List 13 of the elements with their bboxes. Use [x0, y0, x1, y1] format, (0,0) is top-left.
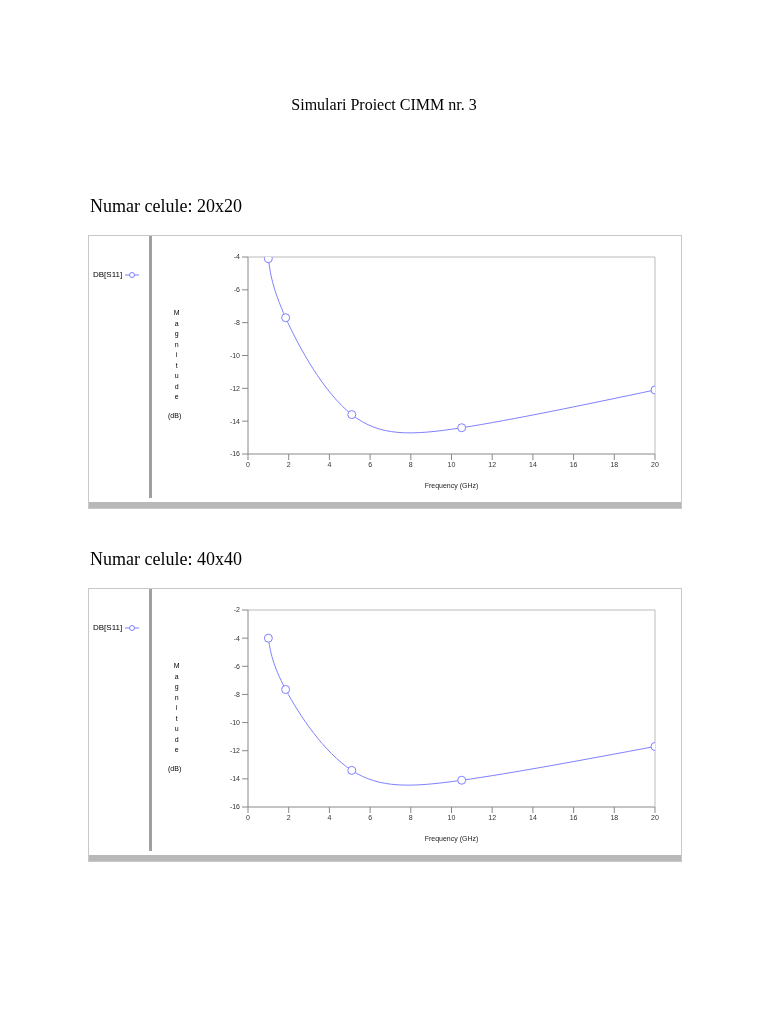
point — [281, 685, 291, 694]
point — [281, 313, 291, 323]
point — [457, 423, 467, 433]
point — [347, 765, 357, 775]
point — [263, 633, 273, 643]
point — [263, 257, 273, 264]
point — [347, 410, 357, 420]
point — [457, 775, 467, 785]
legend-label: DB[S11] — [93, 270, 123, 279]
legend-label: DB[S11] — [93, 623, 123, 632]
chart-title: Numar celule: 40x40 — [90, 549, 243, 570]
text: Simulari Proiect CIMM nr. 3 — [290, 96, 478, 114]
chart-title: Numar celule: 20x20 — [90, 196, 243, 217]
